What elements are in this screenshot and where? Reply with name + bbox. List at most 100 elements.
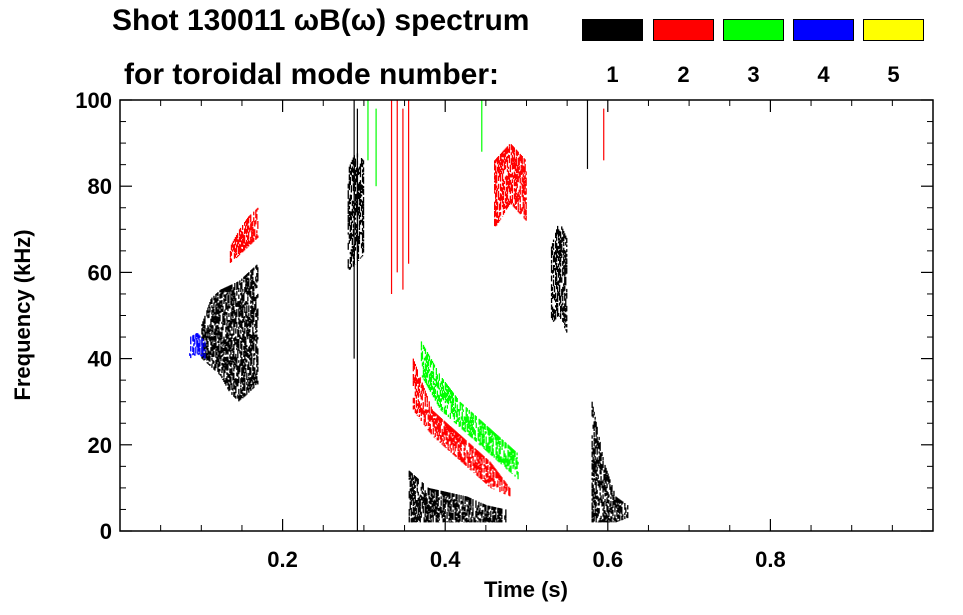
spectral-cell <box>250 386 252 391</box>
spectral-cell <box>414 374 416 381</box>
spectral-cell <box>236 243 239 248</box>
spectral-cell <box>444 421 446 427</box>
spectral-cell <box>440 496 442 500</box>
spectral-cell <box>210 347 212 355</box>
spectral-cell <box>243 338 245 343</box>
spectral-cell <box>432 428 434 435</box>
spectral-cell <box>216 332 218 336</box>
spectral-cell <box>256 337 258 344</box>
spectral-cell <box>606 483 608 489</box>
spectral-cell <box>555 292 557 299</box>
spectral-cell <box>498 448 500 455</box>
spectral-cell <box>557 255 559 258</box>
spectral-cell <box>616 510 618 517</box>
spectral-cell <box>461 512 463 516</box>
spectral-cell <box>505 464 507 469</box>
spectral-cell <box>489 445 491 452</box>
spectral-cell <box>444 392 446 401</box>
spectral-cell <box>241 292 243 301</box>
spectral-cell <box>348 234 350 239</box>
spectral-cell <box>232 289 234 298</box>
spectral-cell <box>459 401 461 411</box>
spectral-cell <box>198 334 200 341</box>
spectral-cell <box>252 326 254 330</box>
spectral-cell <box>558 291 560 296</box>
spectral-cell <box>447 492 449 497</box>
spectral-cell <box>420 511 422 518</box>
spectral-cell <box>494 211 496 218</box>
spectral-cell <box>513 193 515 200</box>
spectral-cell <box>606 475 608 481</box>
spectral-cell <box>600 520 602 523</box>
spectral-cell <box>509 458 511 464</box>
spectral-cell <box>257 293 259 298</box>
spectral-cell <box>243 359 245 363</box>
spectral-cell <box>592 456 594 463</box>
spectral-cell <box>508 178 511 185</box>
spectral-cell <box>426 383 429 387</box>
spectral-cell <box>249 328 251 333</box>
spectral-cell <box>593 411 595 416</box>
spectral-cell <box>436 499 438 502</box>
spectral-cell <box>247 353 249 358</box>
spectral-cell <box>466 518 468 523</box>
spectral-cell <box>501 520 503 523</box>
spectral-cell <box>248 231 250 240</box>
mode-4-region <box>189 333 206 359</box>
spectral-cell <box>496 189 498 198</box>
spectral-cell <box>196 338 198 347</box>
spectral-cell <box>350 221 352 231</box>
spectral-cell <box>475 461 477 465</box>
spectral-cell <box>452 500 454 508</box>
spectral-cell <box>592 493 594 500</box>
spectral-cell <box>563 256 565 264</box>
spectral-cell <box>417 507 419 516</box>
spectral-cell <box>419 506 421 515</box>
spectral-cell <box>481 439 483 447</box>
spectral-cell <box>437 380 439 389</box>
spectral-cell <box>421 408 423 414</box>
spectral-cell <box>426 510 428 515</box>
spectral-cell <box>616 497 618 503</box>
spectral-cell <box>229 344 231 352</box>
spectral-cell <box>566 249 568 252</box>
spectral-cell <box>202 321 204 327</box>
spectral-cell <box>427 511 429 520</box>
spectral-cell <box>505 193 508 202</box>
spectral-cell <box>237 394 239 399</box>
mode-1-region <box>550 225 568 333</box>
spectral-cell <box>444 498 446 508</box>
spectral-cell <box>491 477 493 481</box>
spectral-cell <box>199 335 201 338</box>
spectral-cell <box>233 367 235 372</box>
spectral-cell <box>235 385 237 394</box>
spectral-cell <box>193 347 195 355</box>
spectral-cell <box>347 232 349 235</box>
spectral-cell <box>491 488 493 489</box>
spectral-cell <box>241 357 243 366</box>
spectral-cell <box>362 248 365 253</box>
spectral-cell <box>509 179 511 185</box>
spectral-cell <box>519 204 521 210</box>
spectral-cell <box>412 374 414 381</box>
spectral-cell <box>349 266 351 270</box>
spectral-cell <box>434 412 436 417</box>
spectral-cell <box>507 444 509 449</box>
spectral-cell <box>595 512 597 519</box>
spectral-cell <box>606 504 608 512</box>
spectral-cell <box>506 186 509 195</box>
spectral-cell <box>560 269 562 273</box>
spectral-cell <box>209 364 211 366</box>
spectral-cell <box>361 162 364 168</box>
spectral-cell <box>503 479 505 484</box>
spectral-cell <box>500 186 503 192</box>
spectral-cell <box>218 302 220 310</box>
spectral-cell <box>468 454 470 463</box>
spectral-cell <box>223 316 225 325</box>
spectral-cell <box>515 180 517 187</box>
spectral-cell <box>354 169 357 177</box>
spectral-cell <box>593 448 595 457</box>
spectral-cell <box>495 511 497 520</box>
spectral-cell <box>418 378 420 388</box>
spectral-cell <box>504 481 506 489</box>
